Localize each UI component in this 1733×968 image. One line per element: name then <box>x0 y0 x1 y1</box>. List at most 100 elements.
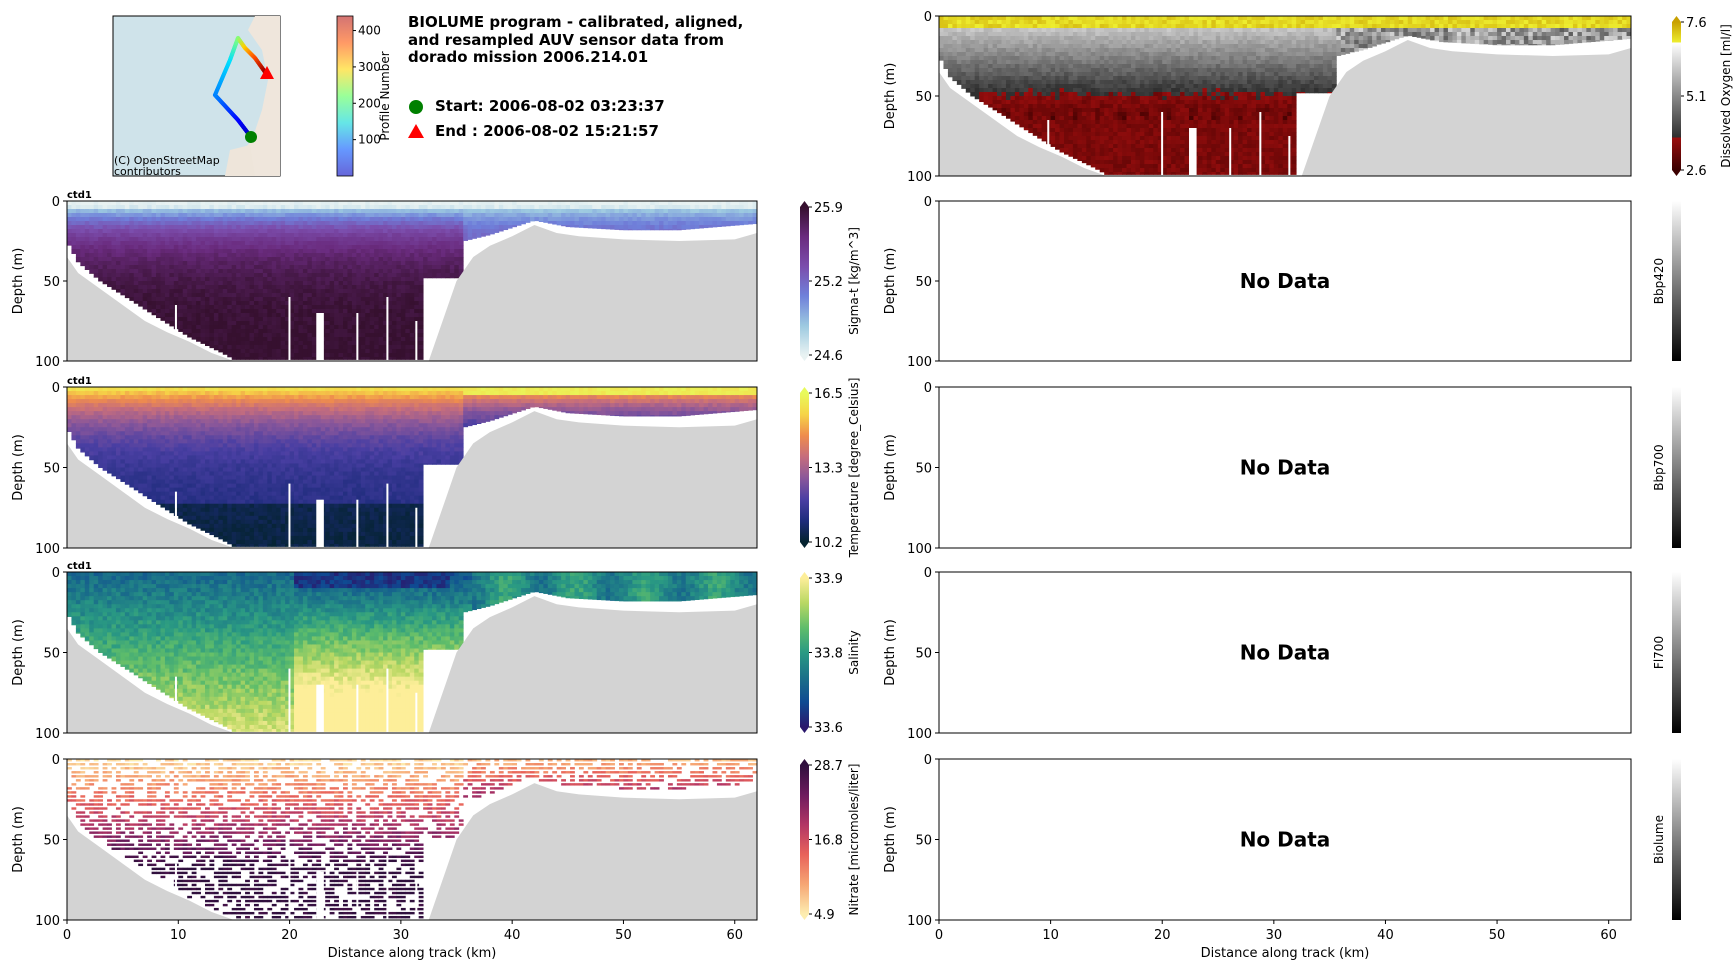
heatmap-cell <box>249 491 255 497</box>
heatmap-cell <box>200 479 206 485</box>
heatmap-cell <box>325 265 331 270</box>
heatmap-cell <box>231 353 237 358</box>
heatmap-cell <box>124 443 130 448</box>
heatmap-cell <box>298 301 304 306</box>
data-gap <box>386 297 389 361</box>
heatmap-cell <box>84 237 90 242</box>
heatmap-cell <box>405 337 411 342</box>
heatmap-cell <box>213 439 219 444</box>
heatmap-cell <box>565 217 571 222</box>
heatmap-cell <box>409 333 415 338</box>
heatmap-cell <box>178 233 184 238</box>
heatmap-cell <box>200 507 206 513</box>
heatmap-cell <box>298 317 304 322</box>
heatmap-cell <box>636 229 642 231</box>
heatmap-cell <box>156 419 161 424</box>
heatmap-cell <box>347 237 353 242</box>
heatmap-cell <box>200 205 206 210</box>
heatmap-cell <box>280 205 286 210</box>
heatmap-cell <box>338 345 344 350</box>
heatmap-cell <box>129 269 135 274</box>
heatmap-cell <box>347 301 353 306</box>
heatmap-cell <box>98 213 104 218</box>
heatmap-cell <box>391 229 397 234</box>
heatmap-cell <box>267 273 273 278</box>
heatmap-cell <box>676 205 682 210</box>
heatmap-cell <box>147 293 152 298</box>
heatmap-cell <box>383 325 388 330</box>
heatmap-cell <box>529 205 535 210</box>
heatmap-cell <box>218 479 224 485</box>
heatmap-cell <box>516 205 522 210</box>
heatmap-cell <box>213 313 219 318</box>
heatmap-cell <box>187 237 193 242</box>
heatmap-cell <box>414 205 420 210</box>
heatmap-cell <box>249 527 255 533</box>
heatmap-cell <box>253 411 259 416</box>
heatmap-cell <box>67 221 72 226</box>
heatmap-cell <box>205 285 210 290</box>
title-line-3: dorado mission 2006.214.01 <box>408 48 648 66</box>
heatmap-cell <box>712 225 718 228</box>
heatmap-cell <box>240 427 246 432</box>
heatmap-cell <box>271 439 277 444</box>
heatmap-cell <box>236 483 242 489</box>
heatmap-cell <box>378 289 384 294</box>
heatmap-cell <box>164 309 170 314</box>
heatmap-cell <box>182 261 188 266</box>
heatmap-cell <box>196 467 201 473</box>
heatmap-cell <box>476 209 482 214</box>
heatmap-cell <box>409 345 415 350</box>
heatmap-cell <box>365 281 371 286</box>
heatmap-cell <box>205 387 210 392</box>
heatmap-cell <box>636 221 642 226</box>
heatmap-cell <box>231 313 237 318</box>
heatmap-cell <box>276 475 282 481</box>
heatmap-cell <box>262 317 268 322</box>
heatmap-cell <box>253 229 259 234</box>
heatmap-cell <box>650 225 656 230</box>
heatmap-cell <box>84 261 90 266</box>
heatmap-cell <box>365 225 371 230</box>
heatmap-cell <box>271 209 277 214</box>
heatmap-cell <box>129 261 135 266</box>
heatmap-cell <box>200 511 206 517</box>
heatmap-cell <box>142 415 148 420</box>
heatmap-cell <box>120 451 126 456</box>
heatmap-cell <box>253 535 259 541</box>
heatmap-cell <box>111 249 117 254</box>
heatmap-cell <box>240 293 246 298</box>
heatmap-cell <box>102 273 108 278</box>
heatmap-cell <box>205 427 210 432</box>
heatmap-cell <box>222 245 228 250</box>
heatmap-cell <box>142 455 148 460</box>
heatmap-cell <box>236 407 242 412</box>
heatmap-cell <box>391 213 397 218</box>
heatmap-cell <box>227 503 233 509</box>
heatmap-cell <box>605 221 611 226</box>
heatmap-cell <box>307 229 313 234</box>
heatmap-cell <box>124 225 130 230</box>
heatmap-cell <box>187 435 193 440</box>
heatmap-cell <box>387 217 393 222</box>
heatmap-cell <box>681 205 687 210</box>
heatmap-cell <box>213 329 219 334</box>
heatmap-cell <box>98 391 104 396</box>
heatmap-cell <box>329 237 335 242</box>
heatmap-cell <box>182 423 188 428</box>
heatmap-cell <box>325 337 331 342</box>
heatmap-cell <box>289 293 295 298</box>
heatmap-cell <box>267 391 273 396</box>
heatmap-cell <box>160 463 166 468</box>
heatmap-cell <box>641 209 647 214</box>
heatmap-cell <box>173 395 179 400</box>
heatmap-cell <box>231 443 237 448</box>
heatmap-cell <box>485 221 491 226</box>
heatmap-cell <box>222 317 228 322</box>
heatmap-cell <box>115 273 121 278</box>
heatmap-cell <box>209 447 215 452</box>
heatmap-cell <box>236 467 242 473</box>
heatmap-cell <box>133 475 139 481</box>
heatmap-cell <box>320 249 326 254</box>
heatmap-cell <box>80 399 86 404</box>
